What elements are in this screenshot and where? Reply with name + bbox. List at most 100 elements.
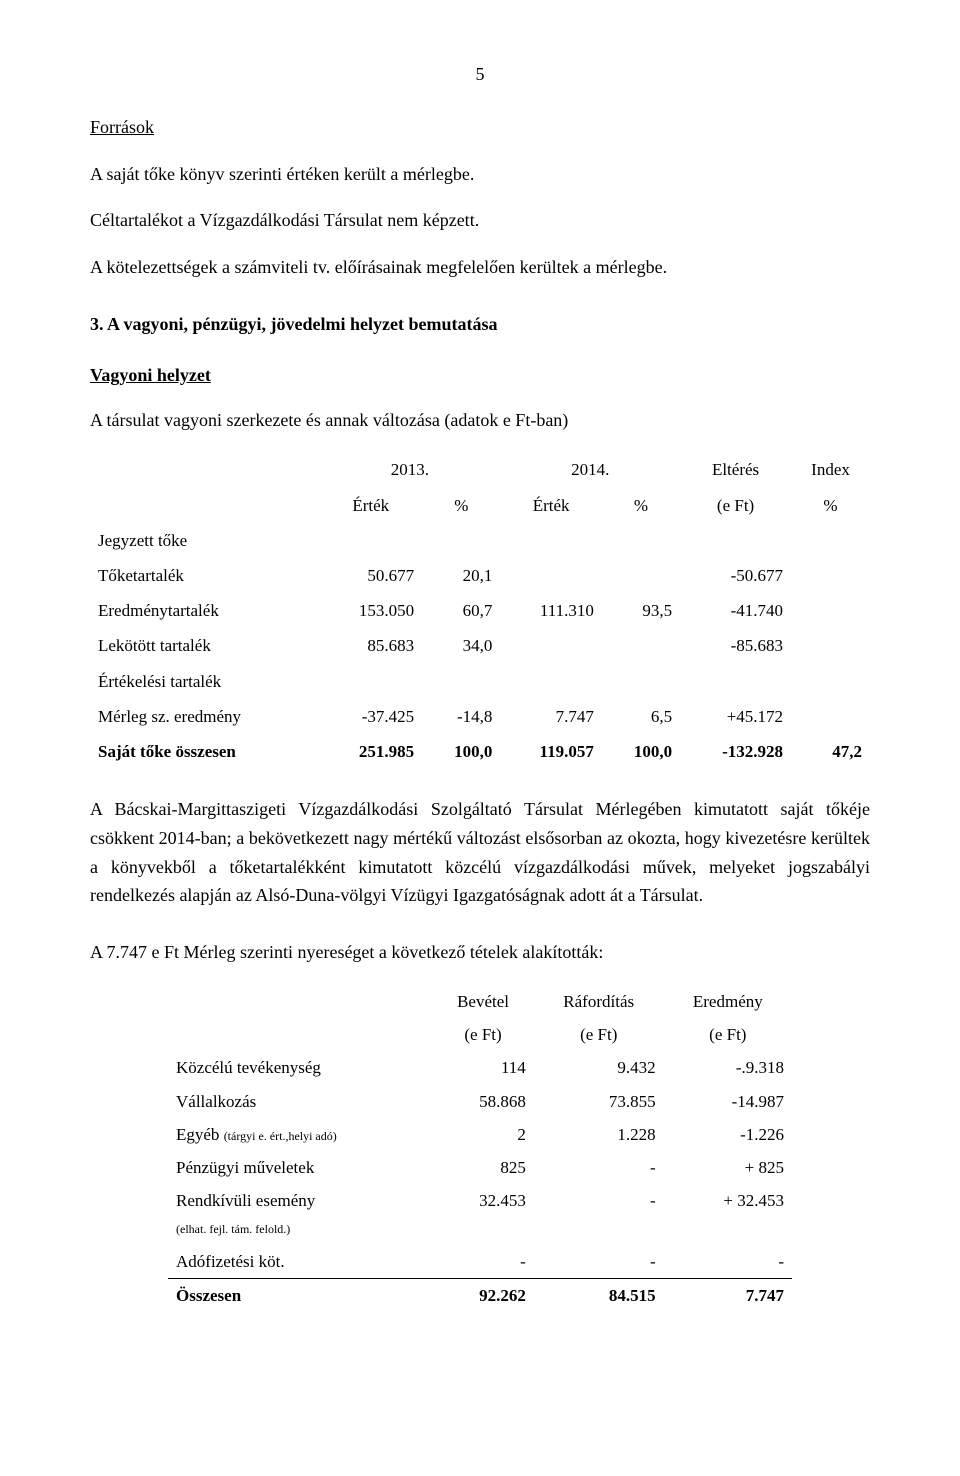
cell bbox=[602, 664, 680, 699]
cell: 92.262 bbox=[432, 1278, 534, 1312]
cell: 251.985 bbox=[319, 734, 422, 769]
cell bbox=[602, 628, 680, 663]
table-row: Pénzügyi műveletek 825 - + 825 bbox=[168, 1151, 792, 1184]
cell: 2014. bbox=[500, 452, 680, 487]
cell: 100,0 bbox=[602, 734, 680, 769]
cell: Adófizetési köt. bbox=[168, 1245, 432, 1279]
table-row: Rendkívüli esemény (elhat. fejl. tám. fel… bbox=[168, 1184, 792, 1244]
cell: -14.987 bbox=[664, 1085, 792, 1118]
cell-note: (elhat. fejl. tám. felold.) bbox=[176, 1222, 290, 1236]
cell: Értékelési tartalék bbox=[90, 664, 319, 699]
cell bbox=[422, 523, 500, 558]
cell: 825 bbox=[432, 1151, 534, 1184]
cell: -50.677 bbox=[680, 558, 791, 593]
table-row: Értékelési tartalék bbox=[90, 664, 870, 699]
cell: Eredménytartalék bbox=[90, 593, 319, 628]
cell bbox=[791, 593, 870, 628]
cell bbox=[500, 523, 601, 558]
forrasok-heading: Források bbox=[90, 113, 870, 142]
cell: - bbox=[534, 1151, 664, 1184]
table-vagyoni: 2013. 2014. Eltérés Index Érték % Érték … bbox=[90, 452, 870, 769]
cell: -41.740 bbox=[680, 593, 791, 628]
cell bbox=[90, 488, 319, 523]
cell bbox=[168, 985, 432, 1018]
cell: 60,7 bbox=[422, 593, 500, 628]
table-row: Jegyzett tőke bbox=[90, 523, 870, 558]
cell: Rendkívüli esemény (elhat. fejl. tám. fel… bbox=[168, 1184, 432, 1244]
cell: 111.310 bbox=[500, 593, 601, 628]
cell bbox=[319, 523, 422, 558]
cell: Érték bbox=[500, 488, 601, 523]
cell bbox=[422, 664, 500, 699]
cell: 93,5 bbox=[602, 593, 680, 628]
cell: Közcélú tevékenység bbox=[168, 1051, 432, 1084]
cell bbox=[791, 558, 870, 593]
cell bbox=[319, 664, 422, 699]
forrasok-p2: Céltartalékot a Vízgazdálkodási Társulat… bbox=[90, 206, 870, 235]
cell bbox=[90, 452, 319, 487]
cell: Jegyzett tőke bbox=[90, 523, 319, 558]
cell bbox=[791, 664, 870, 699]
cell bbox=[791, 699, 870, 734]
cell: 84.515 bbox=[534, 1278, 664, 1312]
cell: 85.683 bbox=[319, 628, 422, 663]
cell bbox=[791, 628, 870, 663]
cell: - bbox=[664, 1245, 792, 1279]
cell: + 32.453 bbox=[664, 1184, 792, 1244]
table-row-total: Saját tőke összesen 251.985 100,0 119.05… bbox=[90, 734, 870, 769]
page-number: 5 bbox=[90, 60, 870, 89]
cell: 9.432 bbox=[534, 1051, 664, 1084]
cell bbox=[168, 1018, 432, 1051]
cell: (e Ft) bbox=[432, 1018, 534, 1051]
cell: Vállalkozás bbox=[168, 1085, 432, 1118]
table-row: (e Ft) (e Ft) (e Ft) bbox=[168, 1018, 792, 1051]
cell: % bbox=[791, 488, 870, 523]
table-row: Érték % Érték % (e Ft) % bbox=[90, 488, 870, 523]
table-row: Lekötött tartalék 85.683 34,0 -85.683 bbox=[90, 628, 870, 663]
cell: 153.050 bbox=[319, 593, 422, 628]
vagyoni-heading: 3. A vagyoni, pénzügyi, jövedelmi helyze… bbox=[90, 310, 870, 339]
cell: Mérleg sz. eredmény bbox=[90, 699, 319, 734]
cell: Index bbox=[791, 452, 870, 487]
table-row: Adófizetési köt. - - - bbox=[168, 1245, 792, 1279]
cell: Pénzügyi műveletek bbox=[168, 1151, 432, 1184]
vagyoni-subheading: Vagyoni helyzet bbox=[90, 361, 870, 390]
cell: 73.855 bbox=[534, 1085, 664, 1118]
cell bbox=[680, 523, 791, 558]
cell: Lekötött tartalék bbox=[90, 628, 319, 663]
cell: - bbox=[534, 1245, 664, 1279]
cell: 1.228 bbox=[534, 1118, 664, 1151]
cell: 2 bbox=[432, 1118, 534, 1151]
cell: Eredmény bbox=[664, 985, 792, 1018]
cell: 20,1 bbox=[422, 558, 500, 593]
cell: Ráfordítás bbox=[534, 985, 664, 1018]
cell-label: Rendkívüli esemény bbox=[176, 1191, 315, 1210]
cell: 7.747 bbox=[500, 699, 601, 734]
cell: 32.453 bbox=[432, 1184, 534, 1244]
cell: -85.683 bbox=[680, 628, 791, 663]
table-row: Mérleg sz. eredmény -37.425 -14,8 7.747 … bbox=[90, 699, 870, 734]
cell: (e Ft) bbox=[680, 488, 791, 523]
cell: - bbox=[432, 1245, 534, 1279]
cell: -.9.318 bbox=[664, 1051, 792, 1084]
cell: -132.928 bbox=[680, 734, 791, 769]
cell: (e Ft) bbox=[534, 1018, 664, 1051]
cell: 58.868 bbox=[432, 1085, 534, 1118]
cell: -37.425 bbox=[319, 699, 422, 734]
cell bbox=[500, 628, 601, 663]
cell: Eltérés bbox=[680, 452, 791, 487]
cell: % bbox=[602, 488, 680, 523]
forrasok-p3: A kötelezettségek a számviteli tv. előír… bbox=[90, 253, 870, 282]
table-row-total: Összesen 92.262 84.515 7.747 bbox=[168, 1278, 792, 1312]
cell: (e Ft) bbox=[664, 1018, 792, 1051]
cell: 34,0 bbox=[422, 628, 500, 663]
narrative-p2: A 7.747 e Ft Mérleg szerinti nyereséget … bbox=[90, 938, 870, 967]
cell bbox=[680, 664, 791, 699]
cell: Egyéb (tárgyi e. ért.,helyi adó) bbox=[168, 1118, 432, 1151]
cell: 2013. bbox=[319, 452, 500, 487]
cell: Érték bbox=[319, 488, 422, 523]
cell: 6,5 bbox=[602, 699, 680, 734]
cell bbox=[602, 523, 680, 558]
cell bbox=[602, 558, 680, 593]
cell-note: (tárgyi e. ért.,helyi adó) bbox=[224, 1129, 337, 1143]
